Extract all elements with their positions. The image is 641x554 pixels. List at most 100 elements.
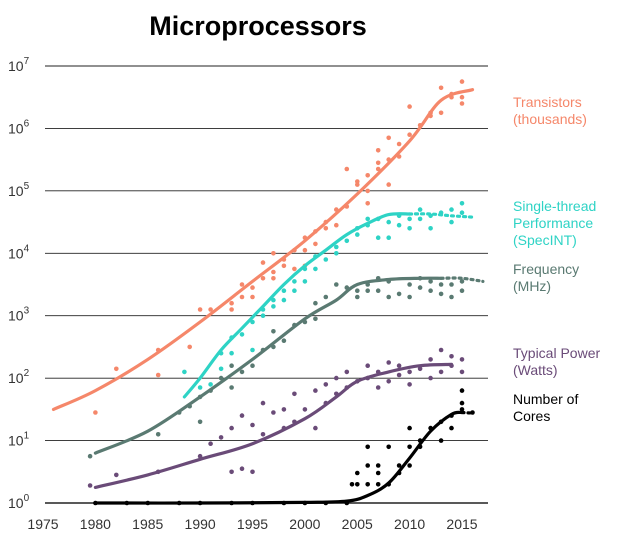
y-tick-label: 102 [8, 368, 30, 386]
data-point [182, 369, 187, 375]
data-point [87, 483, 93, 488]
data-point [229, 307, 234, 312]
data-point [375, 148, 381, 153]
data-point [386, 379, 392, 384]
data-point [349, 482, 355, 487]
data-point [323, 226, 329, 231]
data-point [375, 235, 381, 240]
data-point [428, 288, 433, 294]
data-point [449, 207, 454, 212]
data-point [375, 463, 381, 468]
data-point [208, 307, 213, 312]
data-point [260, 432, 266, 437]
data-point [313, 300, 318, 306]
data-point [208, 441, 213, 447]
data-point [438, 369, 444, 375]
x-tick-label: 1990 [185, 516, 216, 532]
data-point [334, 244, 339, 250]
data-point [87, 453, 93, 459]
data-point [396, 222, 402, 228]
x-axis: 1975 1980 1985 1990 1995 2000 2005 2010 2015 [27, 516, 477, 532]
data-point [281, 297, 287, 303]
data-point [323, 382, 329, 387]
x-tick-label: 1995 [237, 516, 268, 532]
data-point [459, 79, 465, 84]
data-point [197, 385, 203, 390]
data-point [417, 285, 423, 290]
legend-entry: Transistors (thousands) [513, 94, 587, 127]
trend-line [182, 212, 412, 399]
data-point [281, 288, 287, 294]
data-point [344, 369, 350, 375]
data-point [386, 444, 392, 450]
data-point [386, 294, 392, 300]
data-point [459, 357, 465, 362]
data-point [250, 294, 255, 300]
data-point [365, 482, 371, 487]
data-point [250, 422, 255, 428]
data-point [334, 222, 339, 228]
data-point [197, 419, 203, 425]
data-point [449, 219, 454, 225]
data-point [438, 347, 444, 353]
data-point [208, 382, 213, 387]
data-point [302, 279, 308, 284]
data-point [428, 375, 433, 381]
data-point [334, 251, 339, 256]
series-0 [51, 79, 475, 415]
data-point [271, 276, 276, 281]
data-point [218, 366, 224, 372]
data-point [396, 463, 402, 468]
data-point [417, 207, 423, 212]
x-tick-label: 2000 [289, 516, 320, 532]
data-point [239, 282, 245, 287]
data-point [459, 101, 465, 106]
data-point [355, 232, 360, 237]
x-tick-label: 1975 [27, 516, 58, 532]
data-point [271, 304, 276, 309]
y-tick-label: 106 [8, 118, 30, 136]
data-point [438, 110, 444, 116]
data-point [239, 413, 245, 418]
data-point [271, 329, 276, 334]
data-point [355, 288, 360, 294]
data-point [155, 432, 161, 437]
x-tick-label: 1985 [132, 516, 163, 532]
series-layer [51, 79, 485, 506]
data-point [229, 363, 234, 369]
data-point [365, 288, 371, 294]
data-point [449, 282, 454, 287]
data-point [386, 135, 392, 141]
data-point [281, 407, 287, 412]
data-point [344, 166, 350, 172]
y-tick-label: 100 [8, 493, 30, 511]
data-point [355, 294, 360, 300]
data-point [459, 210, 465, 215]
data-point [417, 216, 423, 222]
data-point [355, 470, 360, 476]
legend-entry: Number of Cores [513, 391, 578, 424]
data-point [407, 369, 412, 375]
data-point [396, 141, 402, 147]
data-point [260, 313, 266, 319]
data-point [250, 285, 255, 290]
data-point [218, 375, 224, 381]
data-point [396, 372, 402, 378]
data-point [386, 219, 392, 225]
data-point [250, 347, 255, 353]
x-tick-label: 1980 [80, 516, 111, 532]
y-axis: 100 101 102 103 104 105 106 107 [8, 56, 30, 511]
data-point [155, 372, 161, 378]
y-tick-label: 103 [8, 306, 30, 324]
data-point [428, 279, 433, 284]
y-tick-label: 105 [8, 181, 30, 199]
data-point [313, 316, 318, 322]
data-point [438, 85, 444, 91]
data-point [260, 276, 266, 281]
data-point [93, 410, 98, 415]
data-point [459, 388, 465, 393]
x-tick-label: 2005 [342, 516, 373, 532]
legend-entry: Frequency (MHz) [513, 261, 579, 294]
